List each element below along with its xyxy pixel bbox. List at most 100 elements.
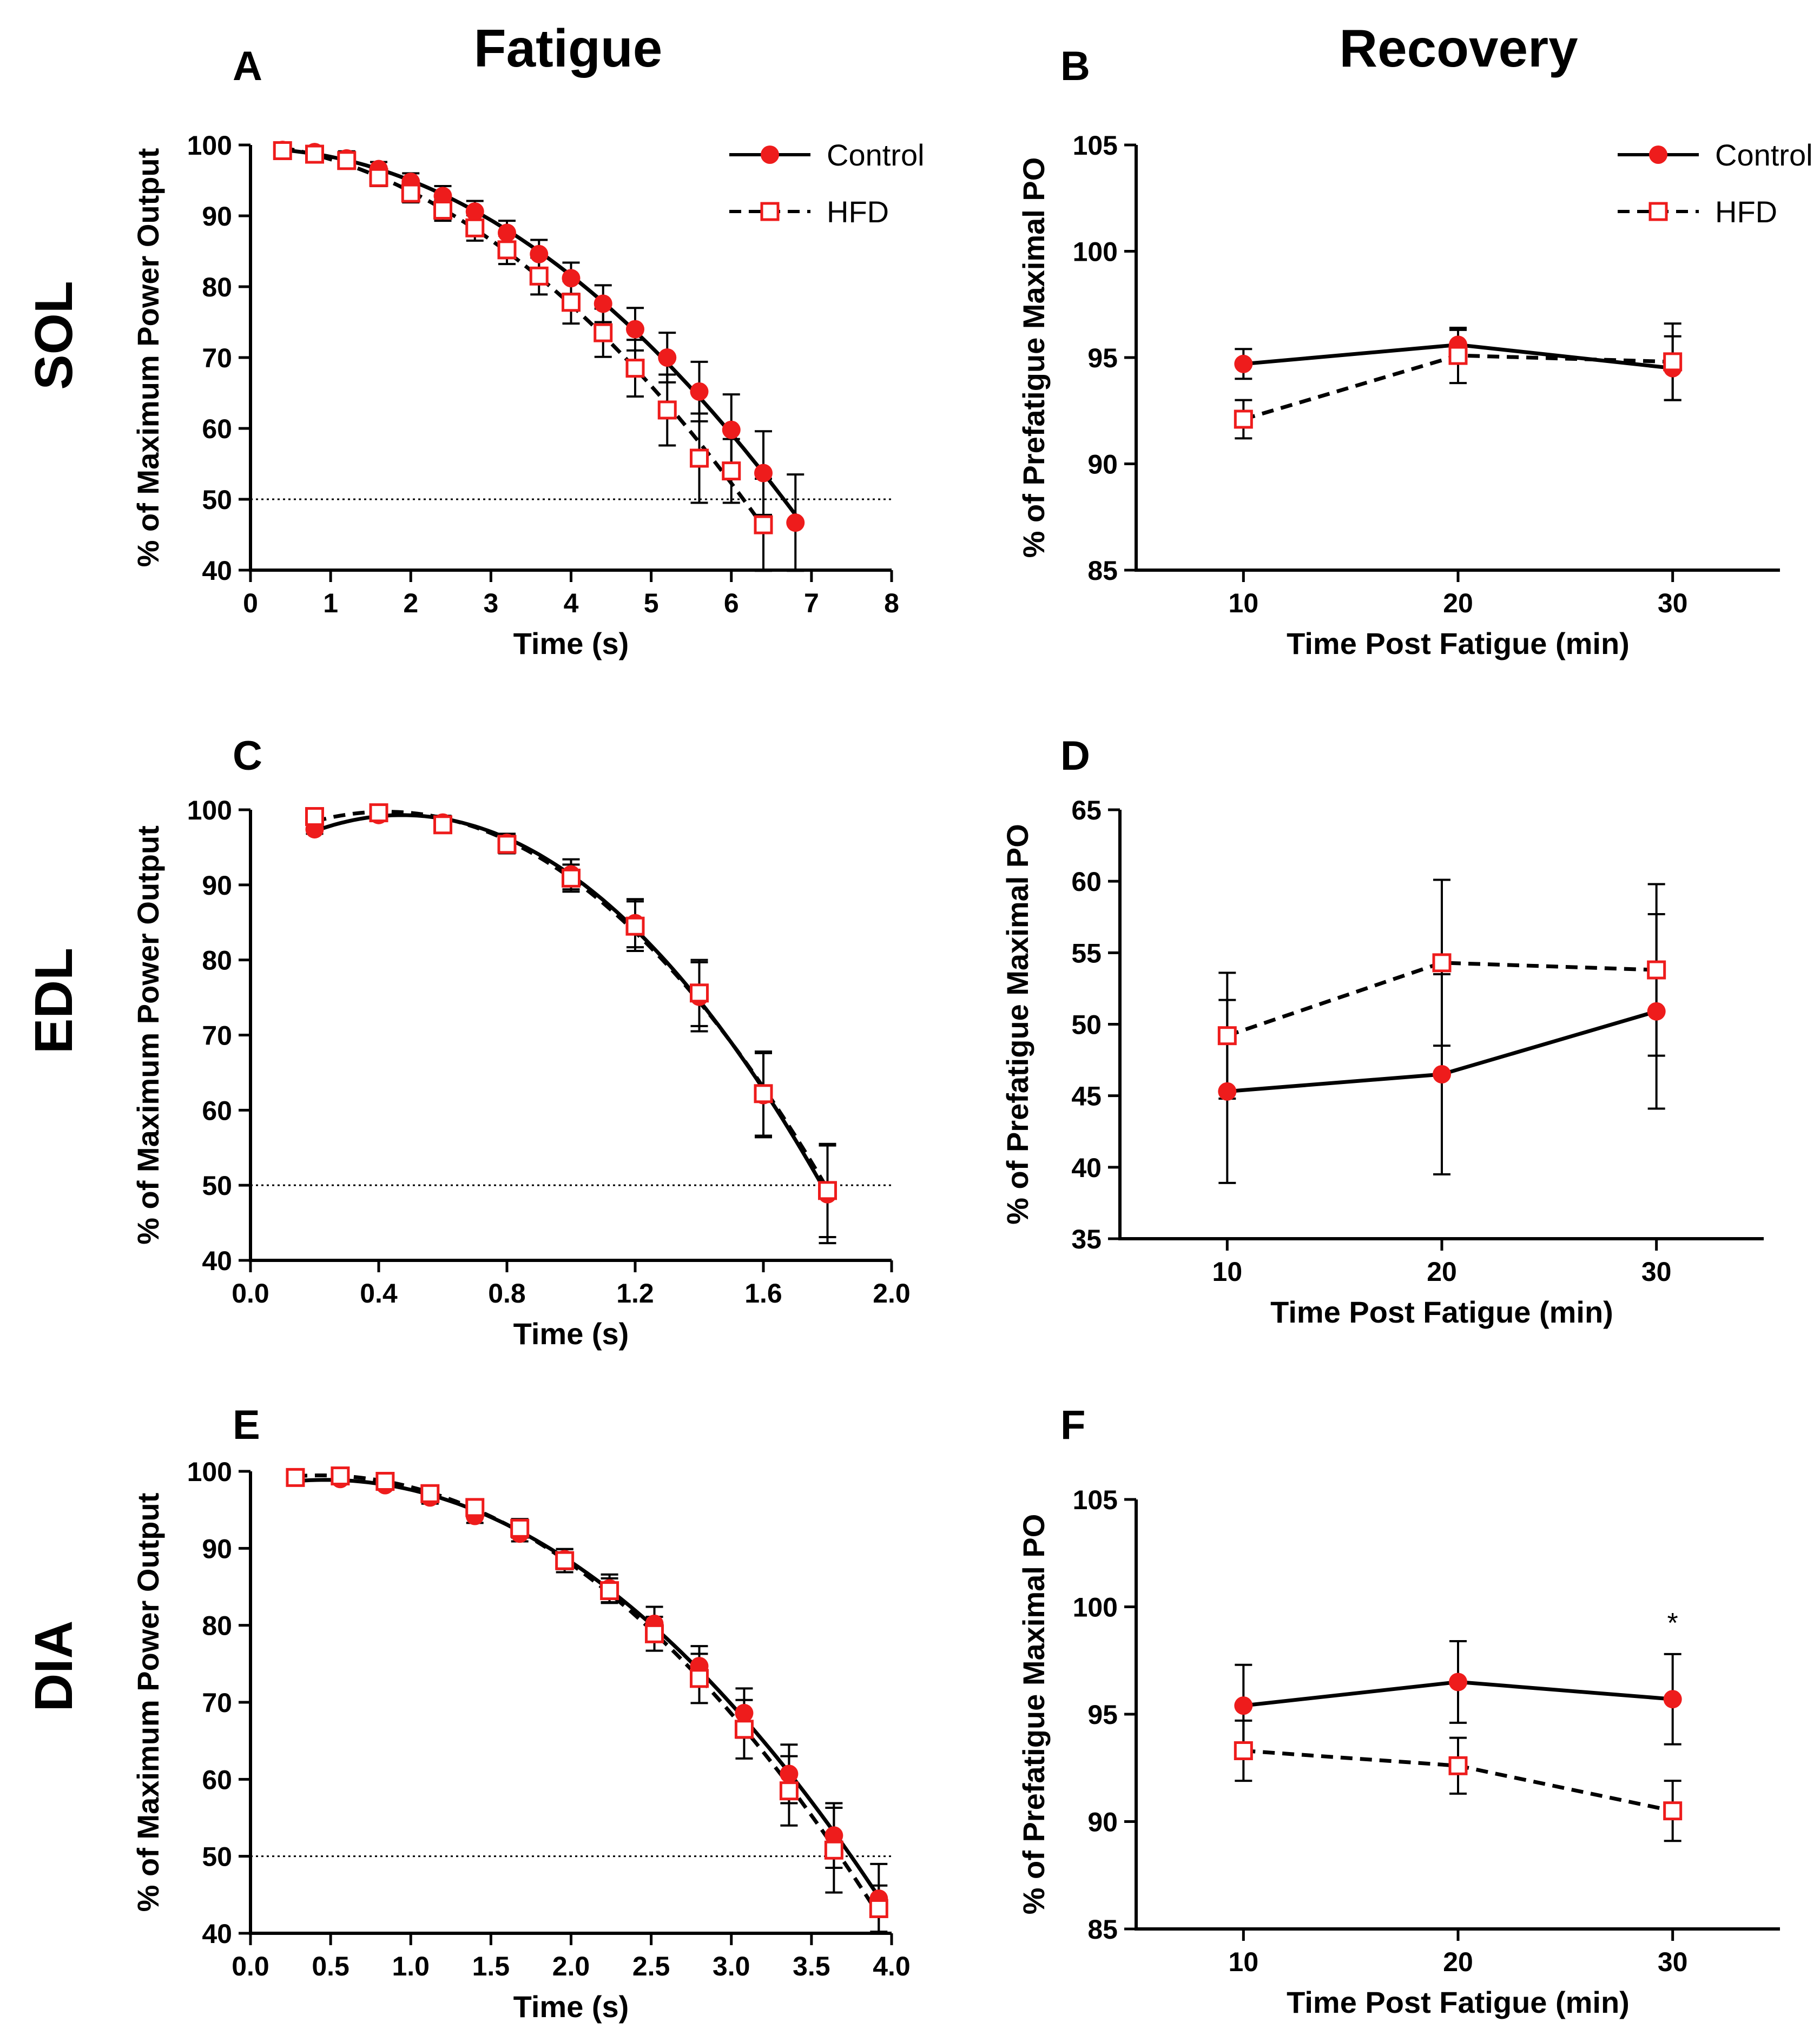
hfd-point [510,1518,530,1538]
x-tick-label: 0.8 [488,1278,526,1309]
hfd-point [1448,346,1468,365]
y-tick-label: 70 [202,1021,232,1051]
control-point [1449,1673,1467,1691]
hfd-point [337,151,357,170]
hfd-point [600,1581,619,1601]
y-axis-label: % of Maximum Power Output [131,1493,165,1912]
hfd-point [562,868,581,888]
control-point [754,464,773,483]
control-point [498,223,516,242]
y-tick-label: 45 [1071,1081,1102,1112]
x-tick-label: 2.5 [632,1951,670,1981]
panel-b-sol-recovery-chart: B 10 20 30 85 90 95 100 105 Time Post Fatigue (mi… [1017,43,1813,660]
legend-label-control: Control [1715,138,1813,172]
hfd-point [690,983,709,1003]
y-tick-label: 95 [1087,343,1118,373]
x-tick-label: 0.0 [232,1951,269,1981]
legend-marker-control [761,146,779,164]
hfd-point [1217,1026,1237,1046]
y-tick-label: 105 [1073,1485,1118,1515]
y-tick-label: 90 [202,201,232,232]
hfd-point [401,183,420,203]
hfd-point [1432,953,1452,973]
legend-marker-hfd [760,202,780,221]
hfd-point [529,266,549,286]
hfd-point [1234,409,1253,429]
y-tick-label: 100 [187,795,232,825]
y-tick-label: 40 [1071,1153,1102,1183]
hfd-point [562,293,581,312]
x-tick-label: 0 [243,588,258,618]
row-label-edl: EDL [24,948,83,1054]
x-tick-label: 30 [1641,1257,1672,1287]
x-tick-label: 4 [564,588,579,618]
y-tick-label: 65 [1071,795,1102,825]
panel-letter-e: E [233,1402,260,1448]
hfd-point [690,448,709,468]
hfd-point [433,201,452,220]
y-tick-label: 100 [1073,1592,1118,1623]
column-title-recovery: Recovery [1339,18,1578,78]
x-tick-label: 7 [804,588,819,618]
series-line-hfd [282,146,765,528]
x-tick-label: 3 [483,588,498,618]
series-line-control [295,1478,881,1898]
panel-f-dia-recovery-chart: F 10 20 30 85 90 95 100 105 Time Post Fatigue (mi… [1017,1402,1780,2019]
column-title-fatigue: Fatigue [474,18,662,78]
y-tick-label: 50 [202,1842,232,1872]
hfd-point [331,1466,350,1486]
y-tick-label: 85 [1087,1914,1118,1945]
y-axis-label: % of Maximum Power Output [131,148,165,567]
control-point [786,513,805,532]
x-tick-label: 3.5 [793,1951,830,1981]
control-point [465,202,484,221]
y-tick-label: 50 [202,485,232,515]
hfd-point [273,141,292,160]
y-tick-label: 95 [1087,1700,1118,1730]
x-tick-label: 1.0 [392,1951,430,1981]
hfd-point [465,218,485,237]
series-line-hfd [295,1473,881,1916]
panel-letter-a: A [233,43,262,89]
hfd-point [420,1484,440,1503]
y-tick-label: 80 [202,1611,232,1641]
x-tick-label: 4.0 [873,1951,911,1981]
control-point [1218,1082,1237,1101]
y-tick-label: 80 [202,272,232,302]
hfd-point [1647,960,1666,980]
hfd-point [369,803,388,823]
y-tick-label: 40 [202,1246,232,1276]
y-tick-label: 60 [1071,867,1102,897]
x-tick-label: 10 [1229,588,1259,618]
hfd-point [369,168,388,187]
hfd-point [1234,1741,1253,1760]
hfd-point [645,1624,664,1643]
y-tick-label: 90 [202,1534,232,1564]
x-tick-label: 1.5 [472,1951,510,1981]
x-tick-label: 30 [1658,1947,1688,1977]
hfd-point [305,807,324,826]
panel-letter-c: C [233,733,262,779]
control-point [690,382,709,401]
x-tick-label: 2.0 [552,1951,590,1981]
x-tick-label: 0.4 [360,1278,398,1309]
series-line-control [282,148,797,516]
control-point [780,1765,799,1783]
hfd-point [497,835,517,854]
control-point [562,269,581,288]
hfd-point [869,1899,888,1918]
panel-letter-d: D [1060,733,1090,779]
y-tick-label: 60 [202,1095,232,1126]
hfd-point [555,1551,575,1570]
x-tick-label: 0.5 [312,1951,350,1981]
control-point [530,244,549,263]
panel-a-sol-fatigue-chart: A 0 1 2 3 4 5 6 7 8 40 50 60 70 80 90 100 Time (s) % of Ma… [131,43,925,660]
x-tick-label: 20 [1443,588,1473,618]
y-tick-label: 55 [1071,938,1102,968]
x-tick-label: 6 [724,588,739,618]
y-tick-label: 90 [1087,1807,1118,1838]
hfd-point [754,515,773,534]
hfd-point [625,359,645,378]
row-label-dia: DIA [24,1621,83,1712]
